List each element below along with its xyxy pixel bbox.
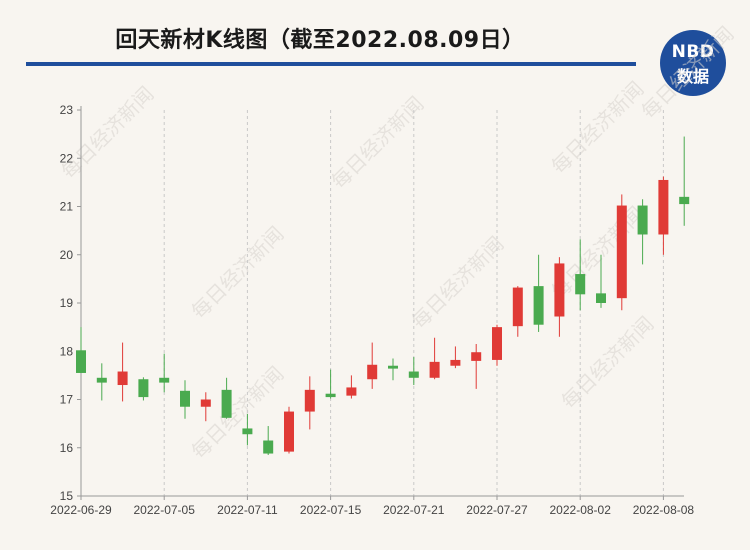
candle-body-up [450,359,461,366]
candle-body-down [263,440,274,454]
candle-body-up [492,327,502,360]
x-tick-label: 2022-07-11 [217,503,278,517]
candle-body-down [637,205,648,235]
candle-body-down [408,371,419,378]
candle-body-down [76,350,86,373]
logo-text-top: NBD [671,42,715,62]
y-tick-label: 18 [60,344,74,358]
watermark-text: 每日经济新闻 [637,22,739,124]
candle-body-down [221,389,232,418]
candle-body-down [388,365,398,369]
y-tick-label: 21 [60,200,74,214]
watermark-text: 每日经济新闻 [327,92,429,194]
candle-body-up [658,179,669,235]
candle-body-down [96,377,107,383]
candle-body-up [284,411,294,452]
x-tick-label: 2022-07-27 [466,503,528,517]
candle-body-up [616,205,627,299]
candle-body-down [180,390,190,407]
x-tick-label: 2022-07-05 [134,503,196,517]
y-tick-label: 22 [60,151,74,165]
y-tick-label: 15 [60,489,74,503]
candle-body-up [304,389,315,412]
candle-body-up [429,361,440,378]
candle-body-up [471,352,482,361]
title-underline [26,62,636,66]
logo-text-bottom: 数据 [676,67,709,86]
nbd-logo: NBD 数据 [660,30,726,96]
x-tick-label: 2022-08-02 [550,503,612,517]
x-tick-label: 2022-07-21 [383,503,445,517]
candle-body-down [242,428,253,435]
candle-body-up [200,399,211,407]
watermark-text: 每日经济新闻 [557,312,659,414]
candle-body-up [367,364,378,380]
candle-body-down [159,377,170,383]
candle-body-down [679,196,690,205]
y-tick-label: 19 [60,296,74,310]
x-tick-label: 2022-08-08 [633,503,695,517]
candle-body-up [554,263,565,317]
candle-body-up [346,387,357,396]
candle-body-up [512,287,523,327]
chart-title: 回天新材K线图（截至2022.08.09日） [115,28,525,53]
y-tick-label: 17 [60,393,74,407]
watermark-text: 每日经济新闻 [57,82,159,184]
y-tick-label: 20 [60,248,74,262]
x-tick-label: 2022-07-15 [300,503,362,517]
candle-body-up [117,371,128,386]
y-tick-label: 16 [60,441,74,455]
candle-body-down [325,393,336,398]
candle-body-down [575,274,586,295]
candle-body-down [533,286,544,325]
candle-body-down [596,293,606,303]
x-tick-label: 2022-06-29 [50,503,112,517]
watermark-text: 每日经济新闻 [187,222,289,324]
y-tick-label: 23 [60,103,74,117]
watermark-text: 每日经济新闻 [547,77,649,179]
watermark-text: 每日经济新闻 [407,232,509,334]
candle-body-down [138,379,149,398]
